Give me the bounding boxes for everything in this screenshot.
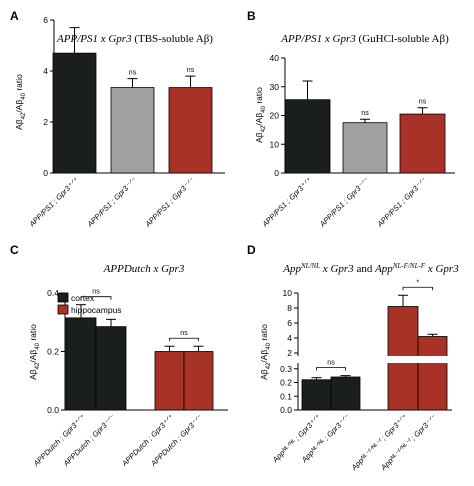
category-label: APPDutch ; Gpr3⁻ᐟ⁻ [148,412,204,468]
axis-break [292,356,452,363]
y-tick-label: 6 [287,318,292,328]
panel-title: APP/PS1 x Gpr3 (TBS-soluble Aβ) [56,33,213,45]
bar [154,351,185,411]
significance-bracket [169,337,199,342]
category-label: Appᴺᴸᐟᴺᴸ ; Gpr3⁺ᐟ⁺ [270,412,323,465]
panel-c: C APPDutch x Gpr3 0.0 0.2 0.4 Aβ42/Aβ40 ratio… [10,243,228,469]
category-label: Appᴺᴸᐟᴺᴸ ; Gpr3⁻ᐟ⁻ [299,412,352,465]
category-label: APP/PS1 ; Gpr3⁻ᐟ⁻ [375,175,429,229]
bar [330,376,361,411]
y-tick-label: 10 [270,139,280,149]
panel-letter: D [247,243,256,257]
legend-label: hippocampus [71,305,122,315]
category-label: APP/PS1 ; Gpr3⁺ᐟ⁺ [260,175,314,229]
bar [183,351,214,411]
legend-swatch [57,304,69,315]
significance-label: ns [361,110,369,117]
significance-bracket [80,296,112,300]
bar [95,326,127,411]
bar [284,99,331,174]
y-tick-label: 10 [283,288,293,298]
category-label: APP/PS1 ; Gpr3⁻ᐟ⁻ [85,175,139,229]
significance-label: ns [419,99,427,106]
panel-letter: C [10,243,19,257]
significance-label: ns [129,70,137,77]
panel-letter: B [247,9,256,23]
y-tick-label: 2 [43,117,48,127]
y-tick-label: 0 [274,168,279,178]
bar [52,52,97,174]
y-tick-label: 0.4 [47,288,59,298]
significance-bracket [402,286,433,291]
y-tick-label: 4 [287,333,292,343]
y-tick-label: 0.1 [280,391,292,401]
significance-label: ns [180,330,188,337]
bar [168,87,213,174]
legend-label: cortex [71,293,95,303]
panel-d: D AppNL/NL x Gpr3 and AppNL-F/NL-F x Gpr3… [247,243,459,473]
category-label: APPDutch ; Gpr3⁺ᐟ⁺ [119,412,175,468]
bar [110,87,155,174]
category-label: APPDutch ; Gpr3⁺ᐟ⁺ [31,412,87,468]
y-tick-label: 0.0 [47,405,59,415]
bar [417,336,448,411]
y-tick-label: 8 [287,303,292,313]
category-label: APP/PS1 ; Gpr3⁺ᐟ⁺ [27,175,81,229]
category-label: Appᴺᴸ⁻ᶠᐟᴺᴸ⁻ᶠ ; Gpr3⁺ᐟ⁺ [349,412,409,472]
y-axis-label: Aβ42/Aβ40 ratio [259,324,272,380]
category-label: APP/PS1 ; Gpr3⁻ᐟ⁻ [143,175,197,229]
category-label: Appᴺᴸ⁻ᶠᐟᴺᴸ⁻ᶠ ; Gpr3⁻ᐟ⁻ [378,412,438,472]
y-tick-label: 30 [270,82,280,92]
significance-bracket [316,367,346,371]
panel-title: AppNL/NL x Gpr3 and AppNL-F/NL-F x Gpr3 [282,262,459,275]
bar [342,122,388,174]
bar [301,379,332,411]
y-axis-label: Aβ42/Aβ40 ratio [254,87,267,143]
y-tick-label: 6 [43,15,48,25]
y-tick-label: 4 [43,66,48,76]
bar [65,317,97,411]
y-tick-label: 0.3 [280,364,292,374]
panel-a: A APP/PS1 x Gpr3 (TBS-soluble Aβ) 0 2 4 6 Aβ42… [10,9,225,229]
significance-label: ns [187,67,195,74]
category-label: APP/PS1 ; Gpr3⁻ᐟ⁻ [317,175,371,229]
y-tick-label: 0.2 [280,378,292,388]
panel-letter: A [10,9,19,23]
significance-label: * [416,279,419,286]
significance-label: ns [92,289,100,296]
legend-swatch [57,292,69,303]
panel-title: APP/PS1 x Gpr3 (GuHCl-soluble Aβ) [280,33,449,45]
significance-label: ns [327,360,335,367]
y-tick-label: 0 [43,168,48,178]
y-tick-label: 0.0 [280,405,292,415]
y-axis-label: Aβ42/Aβ40 ratio [28,324,41,380]
y-tick-label: 0.2 [47,347,59,357]
panel-title: APPDutch x Gpr3 [103,263,185,275]
bar [399,113,446,174]
category-label: APPDutch ; Gpr3⁻ᐟ⁻ [61,412,117,468]
y-tick-label: 20 [270,111,280,121]
y-axis-label: Aβ42/Aβ40 ratio [14,74,27,130]
y-tick-label: 40 [270,53,280,63]
y-tick-label: 2 [287,348,292,358]
panel-b: B APP/PS1 x Gpr3 (GuHCl-soluble Aβ) 0 10 20 3… [247,9,455,229]
